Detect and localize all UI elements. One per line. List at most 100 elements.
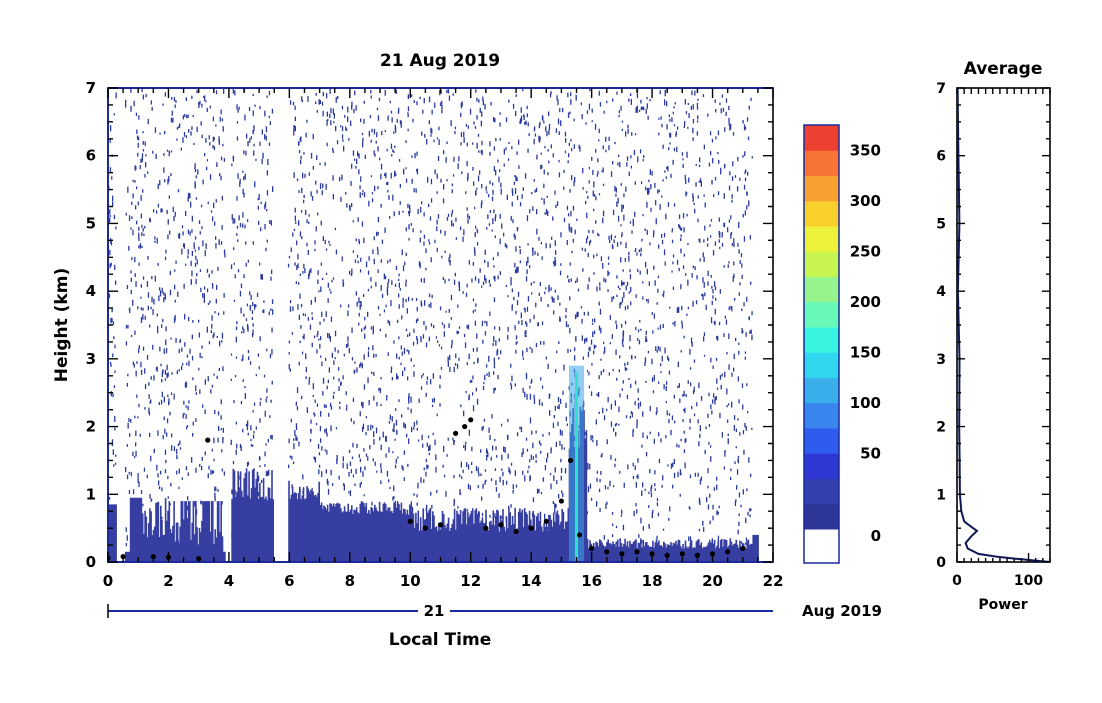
- colorbar-cell-9: [804, 276, 839, 303]
- cloud-base-marker-12: [483, 525, 489, 531]
- x-tick-label-6: 6: [284, 572, 294, 590]
- cloud-base-marker-17: [558, 498, 565, 504]
- colorbar-cell-10: [804, 251, 839, 277]
- x-tick-label-12: 12: [460, 572, 481, 590]
- colorbar-cell-white: [804, 529, 839, 563]
- side-y-tick-label-2: 2: [936, 420, 946, 436]
- side-plot-frame: [956, 87, 1051, 563]
- x-tick-label-22: 22: [763, 572, 784, 590]
- cloud-base-marker-10: [462, 423, 468, 430]
- x-tick-label-8: 8: [345, 572, 355, 590]
- colorbar-cell-15: [804, 125, 839, 151]
- side-axis-ticks: [956, 87, 1051, 563]
- cloud-base-marker-27: [694, 552, 701, 558]
- colorbar-cell-2: [804, 453, 839, 479]
- cloud-base-markers: [108, 417, 746, 562]
- colorbar-cell-7: [804, 327, 839, 353]
- y-tick-labels: 0 1 2 3 4 5 6 7: [86, 79, 96, 571]
- side-y-tick-label-3: 3: [936, 352, 946, 368]
- cloud-base-marker-15: [528, 525, 534, 531]
- side-y-tick-label-7: 7: [936, 81, 946, 97]
- colorbar-tick-label-250: 250: [850, 242, 881, 260]
- colorbar-cell-5: [804, 377, 839, 404]
- date-axis-day-label: 21: [424, 602, 445, 620]
- colorbar-tick-label-200: 200: [850, 293, 881, 311]
- average-power-line: [957, 88, 1050, 562]
- x-tick-label-18: 18: [642, 572, 663, 590]
- y-tick-label-4: 4: [86, 282, 96, 300]
- side-tick-marks: [956, 87, 1051, 563]
- heatmap-boundary-layer: [108, 365, 759, 562]
- side-x-tick-label-0: 0: [952, 573, 962, 589]
- colorbar-tick-label-350: 350: [850, 141, 881, 159]
- side-y-tick-label-1: 1: [936, 487, 946, 503]
- side-y-tick-label-5: 5: [936, 216, 946, 232]
- cloud-base-marker-23: [634, 549, 640, 555]
- main-chart-title: 21 Aug 2019: [380, 51, 500, 71]
- colorbar-cell-11: [804, 226, 839, 252]
- main-tick-marks: [107, 87, 774, 563]
- cloud-base-marker-1: [120, 553, 126, 560]
- side-y-tick-label-0: 0: [936, 555, 946, 571]
- cloud-base-marker-14: [513, 528, 519, 535]
- cloud-base-marker-20: [589, 545, 595, 552]
- cloud-base-marker-7: [422, 525, 428, 531]
- colorbar-cell-13: [804, 175, 839, 202]
- cloud-base-marker-9: [453, 430, 459, 436]
- date-axis-label-bg: [418, 602, 450, 620]
- side-y-tick-label-6: 6: [936, 149, 946, 165]
- side-x-tick-labels: 0 100: [952, 573, 1043, 589]
- y-tick-label-6: 6: [86, 147, 96, 165]
- y-tick-label-2: 2: [86, 418, 96, 436]
- y-tick-label-1: 1: [86, 485, 96, 503]
- y-tick-label-0: 0: [86, 553, 96, 571]
- colorbar-tick-label-50: 50: [860, 444, 881, 462]
- colorbar-cell-3: [804, 428, 839, 454]
- x-tick-labels: 0 2 4 6 8 10 12 14 16 18 20 22: [103, 572, 784, 590]
- x-tick-label-10: 10: [400, 572, 421, 590]
- cloud-base-marker-18: [567, 457, 574, 464]
- x-tick-label-16: 16: [581, 572, 602, 590]
- side-x-axis-label: Power: [978, 597, 1027, 613]
- x-tick-label-14: 14: [521, 572, 542, 590]
- boundary-layer-signal: [108, 401, 759, 562]
- y-tick-label-5: 5: [86, 214, 96, 232]
- cloud-base-marker-16: [543, 518, 549, 524]
- y-tick-label-3: 3: [86, 350, 96, 368]
- cloud-base-marker-8: [437, 522, 444, 528]
- colorbar-cell-8: [804, 301, 839, 328]
- x-tick-label-0: 0: [103, 572, 113, 590]
- colorbar-cell-12: [804, 200, 839, 227]
- cloud-base-marker-21: [604, 549, 610, 555]
- cloud-base-marker-5: [205, 437, 211, 443]
- heatmap-noise-layer: [108, 88, 753, 562]
- cloud-base-marker-13: [498, 522, 504, 528]
- colorbar-cell-1: [804, 478, 839, 505]
- colorbar-cell-0: [804, 503, 839, 530]
- cloud-base-marker-26: [679, 551, 685, 557]
- cloud-base-marker-6: [407, 518, 413, 524]
- cloud-base-marker-22: [619, 551, 625, 557]
- cloud-base-marker-19: [576, 532, 583, 538]
- convective-core: [575, 372, 579, 562]
- side-x-tick-label-100: 100: [1014, 573, 1043, 589]
- cloud-base-marker-2: [150, 553, 156, 560]
- x-tick-label-20: 20: [702, 572, 723, 590]
- side-chart-title: Average: [964, 59, 1043, 79]
- main-axis-ticks: [107, 87, 774, 563]
- side-y-tick-labels: 0 1 2 3 4 5 6 7: [936, 81, 946, 571]
- colorbar-frame: [803, 124, 840, 564]
- x-tick-label-4: 4: [224, 572, 234, 590]
- cloud-base-marker-11: [468, 417, 474, 423]
- colorbar-tick-label-150: 150: [850, 343, 881, 361]
- cloud-base-marker-29: [725, 549, 731, 555]
- cloud-base-marker-30: [740, 545, 746, 552]
- colorbar: [804, 125, 839, 563]
- colorbar-cell-4: [804, 402, 839, 429]
- colorbar-cell-14: [804, 150, 839, 176]
- cloud-base-marker-25: [664, 552, 670, 558]
- colorbar-tick-label-0: 0: [871, 527, 881, 545]
- noise-speckle: [108, 88, 753, 562]
